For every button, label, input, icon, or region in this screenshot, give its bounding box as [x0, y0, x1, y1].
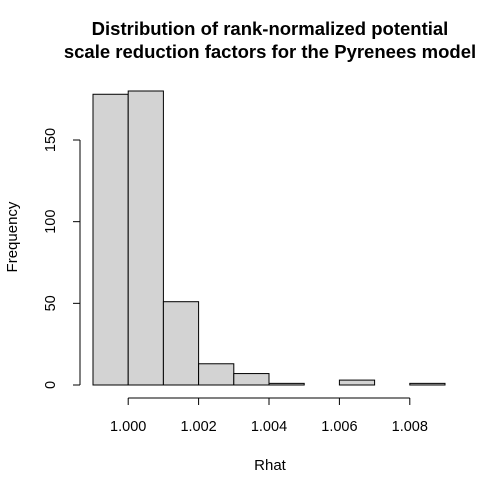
histogram-bar-10 — [409, 382, 446, 386]
x-tick-label: 1.002 — [180, 419, 216, 435]
x-axis-label: Rhat — [254, 457, 287, 474]
histogram-bar-1 — [92, 93, 129, 386]
histogram-bar-2 — [127, 90, 164, 386]
x-tick-label: 1.004 — [251, 419, 287, 435]
histogram-bar-3 — [162, 301, 200, 386]
y-axis-label: Frequency — [4, 201, 21, 272]
x-tick-label: 1.000 — [110, 419, 146, 435]
y-tick-label: 0 — [43, 381, 59, 389]
y-tick-label: 50 — [43, 295, 59, 311]
y-axis: 0 50 100 150 — [43, 128, 81, 389]
y-tick-label: 100 — [43, 210, 59, 234]
histogram-bars — [92, 90, 446, 386]
histogram-bar-6 — [268, 382, 305, 386]
x-tick-label: 1.006 — [321, 419, 357, 435]
histogram-bar-4 — [198, 363, 235, 386]
chart-title-line-2: scale reduction factors for the Pyrenees… — [64, 41, 476, 62]
x-axis: 1.000 1.002 1.004 1.006 1.008 — [110, 397, 428, 435]
histogram-bar-5 — [233, 373, 270, 386]
y-tick-label: 150 — [43, 128, 59, 152]
histogram-bar-8 — [338, 379, 376, 386]
chart-title-line-1: Distribution of rank-normalized potentia… — [92, 18, 449, 39]
x-tick-label: 1.008 — [392, 419, 428, 435]
